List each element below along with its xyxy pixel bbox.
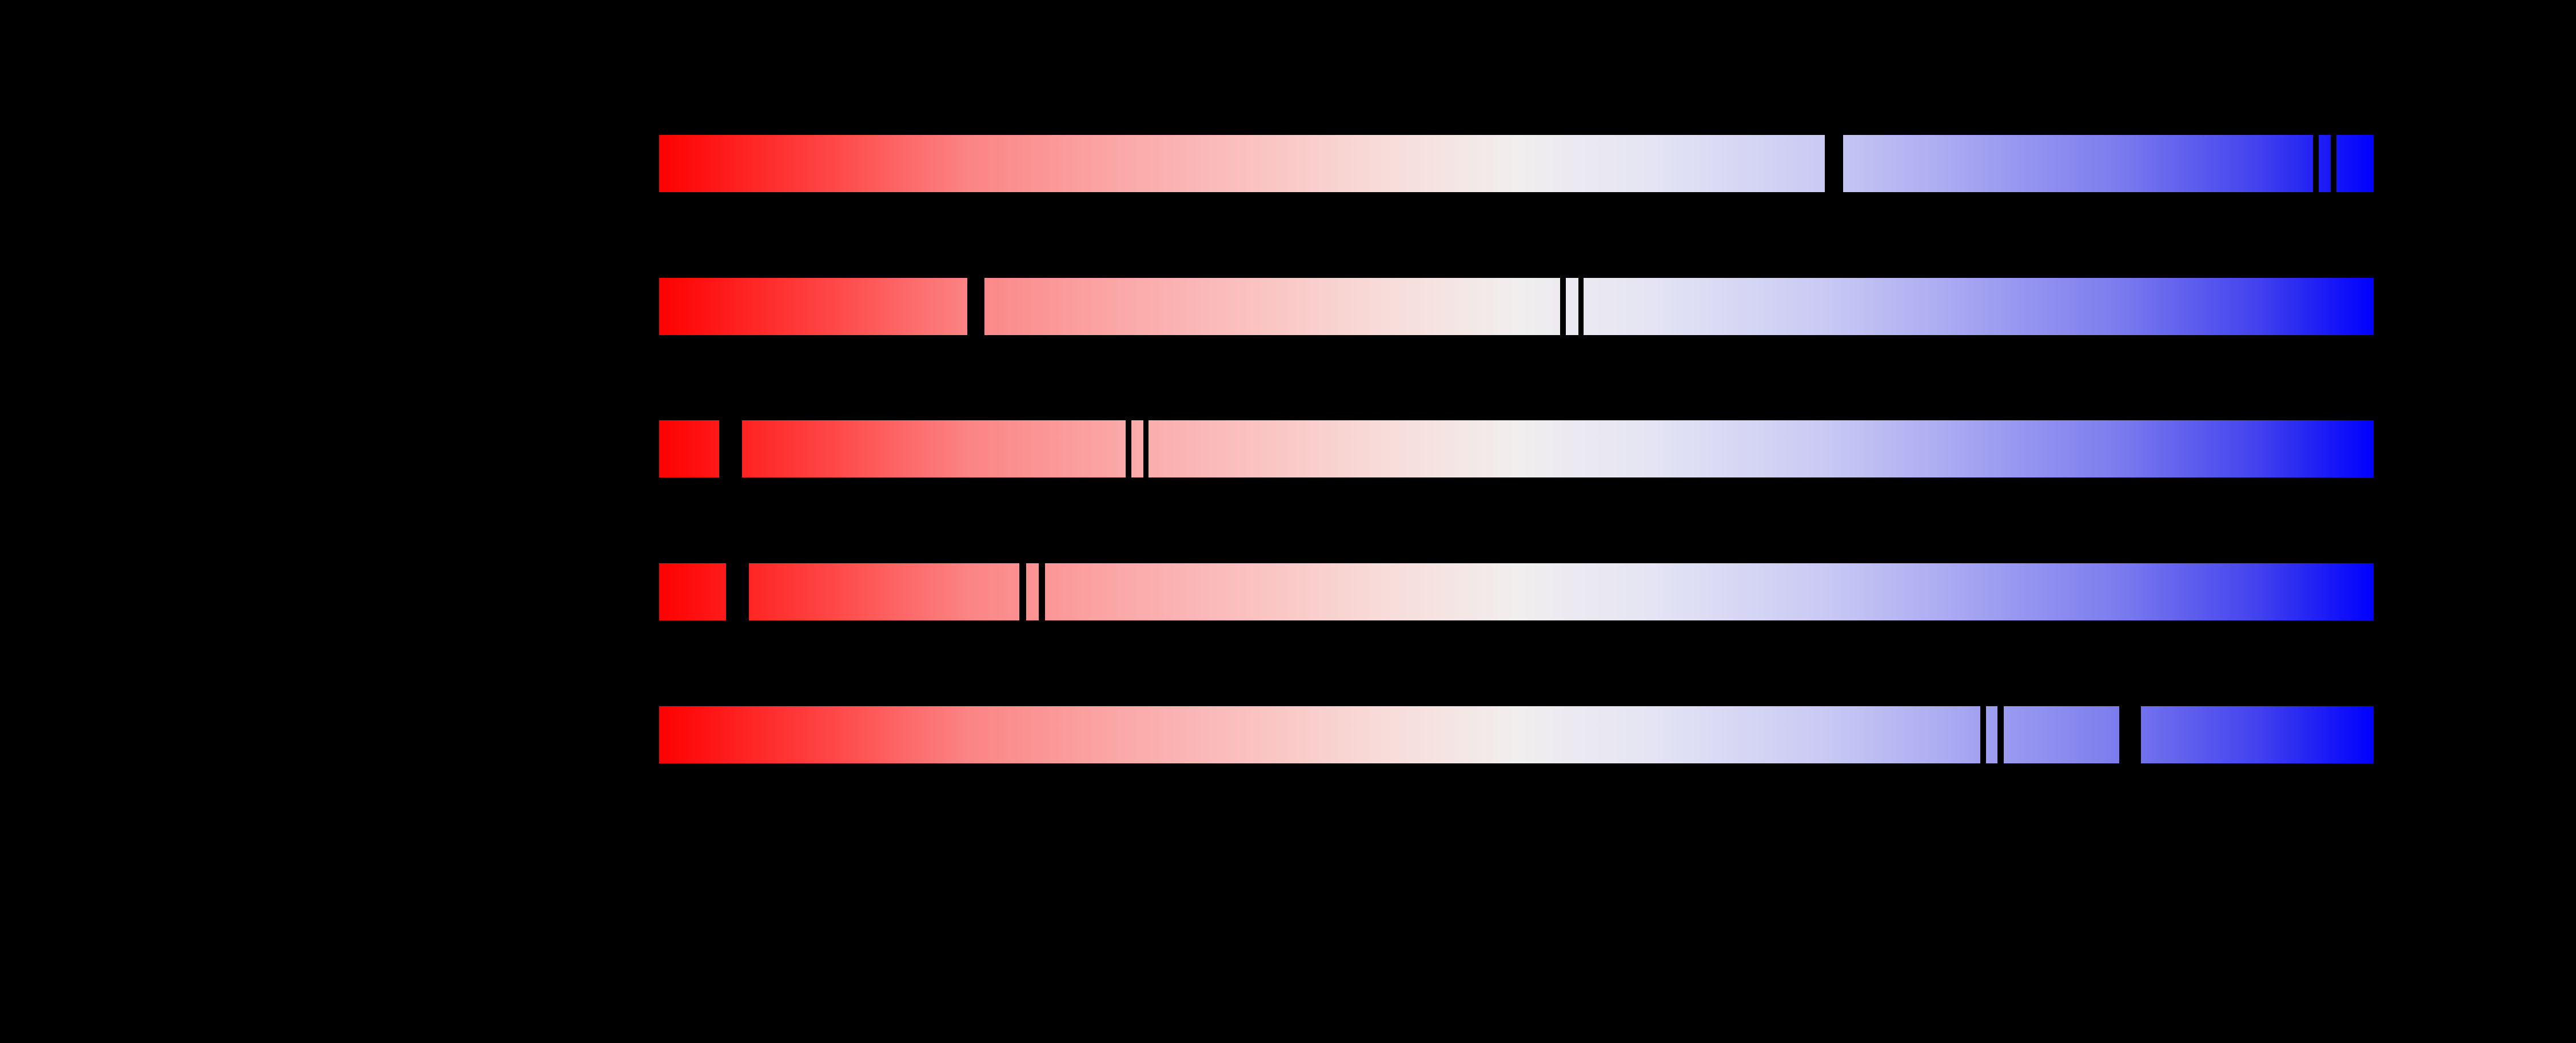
gradient-bar-bar-5 bbox=[659, 705, 2374, 765]
gradient-bar-bar-2 bbox=[659, 277, 2374, 336]
bar-break bbox=[719, 419, 742, 479]
bar-break bbox=[1039, 562, 1045, 622]
gradient-bar-bar-4 bbox=[659, 562, 2374, 622]
bar-break bbox=[1019, 562, 1026, 622]
bar-break bbox=[1126, 419, 1131, 479]
bar-break bbox=[1980, 705, 1986, 765]
bar-break bbox=[1143, 419, 1149, 479]
gradient-bar-bar-3 bbox=[659, 419, 2374, 479]
bar-break bbox=[2119, 705, 2141, 765]
bar-break bbox=[1578, 277, 1584, 336]
gradient-bar-bar-1 bbox=[659, 134, 2374, 193]
bar-break bbox=[1560, 277, 1566, 336]
bar-break bbox=[1825, 134, 1843, 193]
bar-break bbox=[2331, 134, 2336, 193]
bar-break bbox=[967, 277, 984, 336]
bar-break bbox=[726, 562, 749, 622]
bar-break bbox=[1997, 705, 2004, 765]
bar-break bbox=[2313, 134, 2319, 193]
